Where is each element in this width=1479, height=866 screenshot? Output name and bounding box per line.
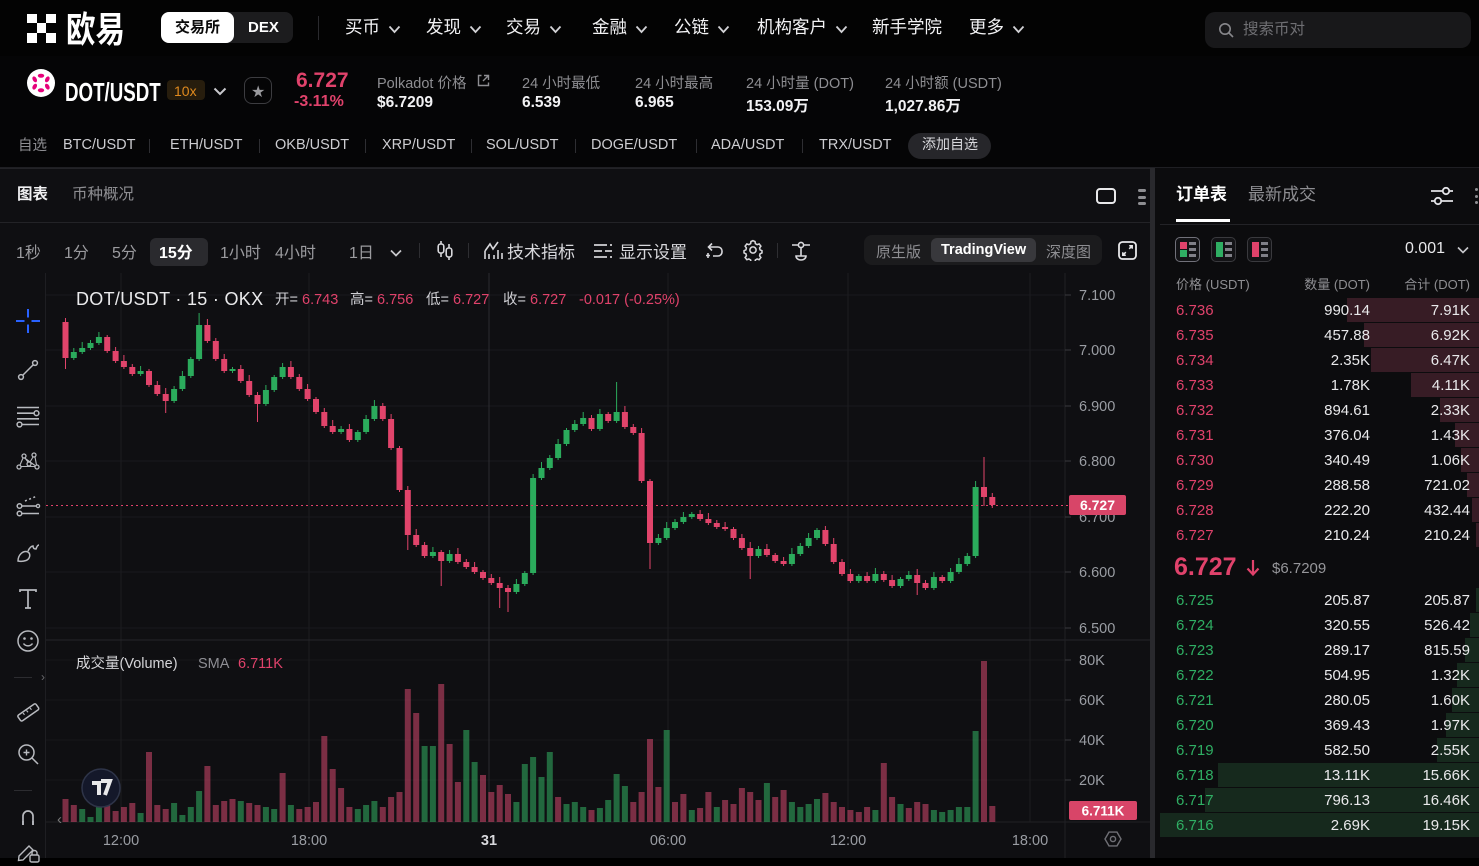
svg-text:18:00: 18:00 — [1012, 833, 1048, 849]
svg-text:收=: 收= — [503, 291, 526, 308]
svg-text:DOT/USDT · 15 · OKX: DOT/USDT · 15 · OKX — [76, 289, 263, 309]
svg-text:7.100: 7.100 — [1079, 288, 1115, 304]
svg-text:6.900: 6.900 — [1079, 399, 1115, 415]
svg-text:31: 31 — [481, 833, 497, 849]
svg-text:6.727: 6.727 — [453, 292, 489, 308]
svg-text:6.600: 6.600 — [1079, 565, 1115, 581]
svg-text:开=: 开= — [275, 292, 298, 308]
svg-text:12:00: 12:00 — [830, 833, 866, 849]
svg-text:40K: 40K — [1079, 733, 1105, 749]
svg-text:6.727: 6.727 — [530, 292, 566, 308]
svg-text:6.800: 6.800 — [1079, 454, 1115, 470]
svg-text:12:00: 12:00 — [103, 833, 139, 849]
svg-text:成交量(Volume): 成交量(Volume) — [76, 654, 178, 672]
svg-text:7.000: 7.000 — [1079, 343, 1115, 359]
svg-text:‹: ‹ — [57, 811, 62, 828]
svg-text:60K: 60K — [1079, 693, 1105, 709]
svg-text:6.727: 6.727 — [1080, 497, 1115, 513]
svg-text:-0.017 (-0.25%): -0.017 (-0.25%) — [579, 292, 680, 308]
svg-text:SMA: SMA — [198, 656, 230, 672]
svg-text:6.743: 6.743 — [302, 292, 338, 308]
svg-text:低=: 低= — [426, 291, 449, 308]
svg-text:06:00: 06:00 — [650, 833, 686, 849]
svg-text:高=: 高= — [350, 291, 373, 308]
svg-text:6.756: 6.756 — [377, 292, 413, 308]
svg-text:6.711K: 6.711K — [238, 656, 283, 672]
svg-text:6.500: 6.500 — [1079, 621, 1115, 637]
svg-text:6.711K: 6.711K — [1082, 804, 1125, 819]
svg-text:18:00: 18:00 — [291, 833, 327, 849]
svg-text:80K: 80K — [1079, 653, 1105, 669]
svg-text:20K: 20K — [1079, 773, 1105, 789]
